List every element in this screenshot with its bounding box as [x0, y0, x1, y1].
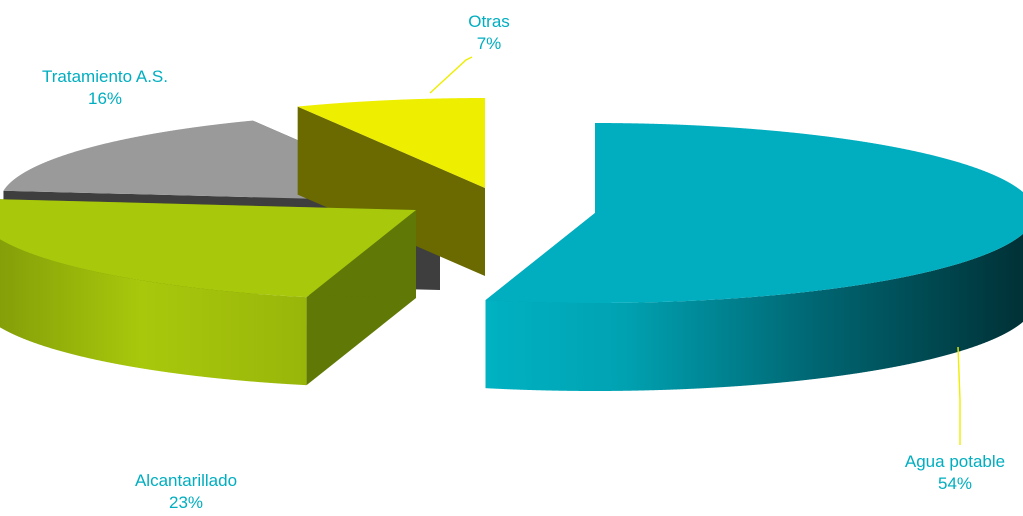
slice-alcantarillado	[0, 199, 416, 386]
data-label-value-alcantarillado: 23%	[169, 493, 203, 512]
data-label-category-tratamiento: Tratamiento A.S.	[42, 67, 168, 86]
leader-line-otras	[429, 56, 473, 94]
data-label-value-otras: 7%	[477, 34, 502, 53]
data-label-category-alcantarillado: Alcantarillado	[135, 471, 237, 490]
data-label-tratamiento: Tratamiento A.S. 16%	[42, 67, 168, 108]
slice-top-alcantarillado	[0, 199, 416, 298]
data-label-category-agua-potable: Agua potable	[905, 452, 1005, 471]
slice-otras	[297, 98, 485, 276]
data-label-value-tratamiento: 16%	[88, 89, 122, 108]
data-label-category-otras: Otras	[468, 12, 510, 31]
slice-top-agua-potable	[485, 123, 1023, 303]
data-label-alcantarillado: Alcantarillado 23%	[135, 471, 237, 512]
slice-side-agua-potable	[485, 233, 1023, 391]
slice-side-alcantarillado	[0, 239, 307, 386]
slice-agua-potable	[485, 123, 1023, 391]
leader-line-agua-potable	[957, 346, 961, 445]
data-label-otras: Otras 7%	[429, 12, 510, 94]
slice-top-otras	[297, 98, 485, 188]
slice-wall-otras-0	[297, 106, 485, 276]
data-label-value-agua-potable: 54%	[938, 474, 972, 493]
data-label-agua-potable: Agua potable 54%	[905, 346, 1005, 493]
